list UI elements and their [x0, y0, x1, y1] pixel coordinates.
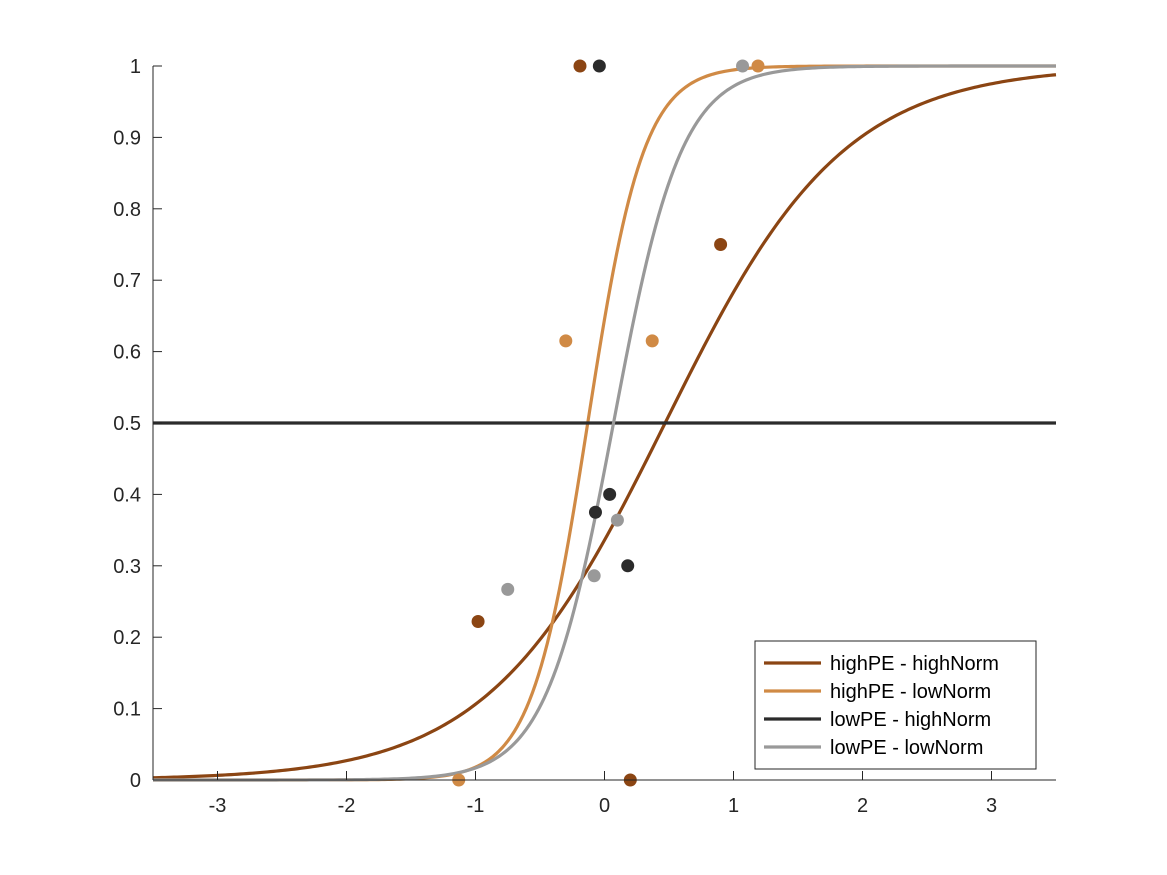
y-tick-label: 0.7	[113, 270, 141, 292]
point-series-1-2	[645, 334, 659, 348]
point-series-2-1	[603, 487, 617, 501]
point-series-3-2	[587, 569, 601, 583]
y-tick-label: 0.9	[113, 127, 141, 149]
x-tick-label: 1	[728, 795, 739, 817]
point-series-2-0	[592, 59, 606, 73]
legend-label: lowPE - lowNorm	[830, 737, 983, 759]
x-tick-label: -1	[467, 795, 485, 817]
x-tick-label: 0	[599, 795, 610, 817]
point-series-0-2	[471, 614, 485, 628]
axes-layer: -3 -2 -1 0 1 2 3 0 0.1 0.2 0.3 0.4 0.5 0.6 0.7 0.8 0.9 1	[113, 56, 1056, 817]
y-tick-label: 0.1	[113, 699, 141, 721]
y-tick-label: 0.6	[113, 342, 141, 364]
y-tick-label: 0.2	[113, 627, 141, 649]
point-series-2-2	[588, 505, 602, 519]
legend: highPE - highNorm highPE - lowNorm lowPE -…	[754, 640, 1037, 770]
point-series-0-1	[714, 238, 728, 251]
legend-label: highPE - lowNorm	[830, 681, 991, 703]
point-series-0-0	[573, 59, 587, 73]
x-tick-label: -3	[209, 795, 227, 817]
y-tick-label: 0.4	[113, 484, 141, 506]
point-series-2-3	[621, 559, 635, 573]
legend-label: highPE - highNorm	[830, 653, 999, 675]
x-tick-label: -2	[338, 795, 356, 817]
y-tick-label: 1	[130, 56, 141, 78]
point-series-1-1	[559, 334, 573, 348]
y-tick-label: 0.5	[113, 413, 141, 435]
x-tick-label: 3	[986, 795, 997, 817]
point-series-3-3	[501, 582, 515, 596]
y-tick-label: 0.3	[113, 556, 141, 578]
y-tick-label: 0.8	[113, 199, 141, 221]
curve-series-0	[152, 73, 1057, 780]
point-series-3-0	[736, 59, 750, 73]
point-series-3-1	[610, 513, 624, 527]
y-tick-label: 0	[130, 770, 141, 792]
points-layer	[452, 59, 765, 787]
legend-label: lowPE - highNorm	[830, 709, 991, 731]
point-series-1-0	[751, 59, 765, 73]
x-tick-label: 2	[857, 795, 868, 817]
